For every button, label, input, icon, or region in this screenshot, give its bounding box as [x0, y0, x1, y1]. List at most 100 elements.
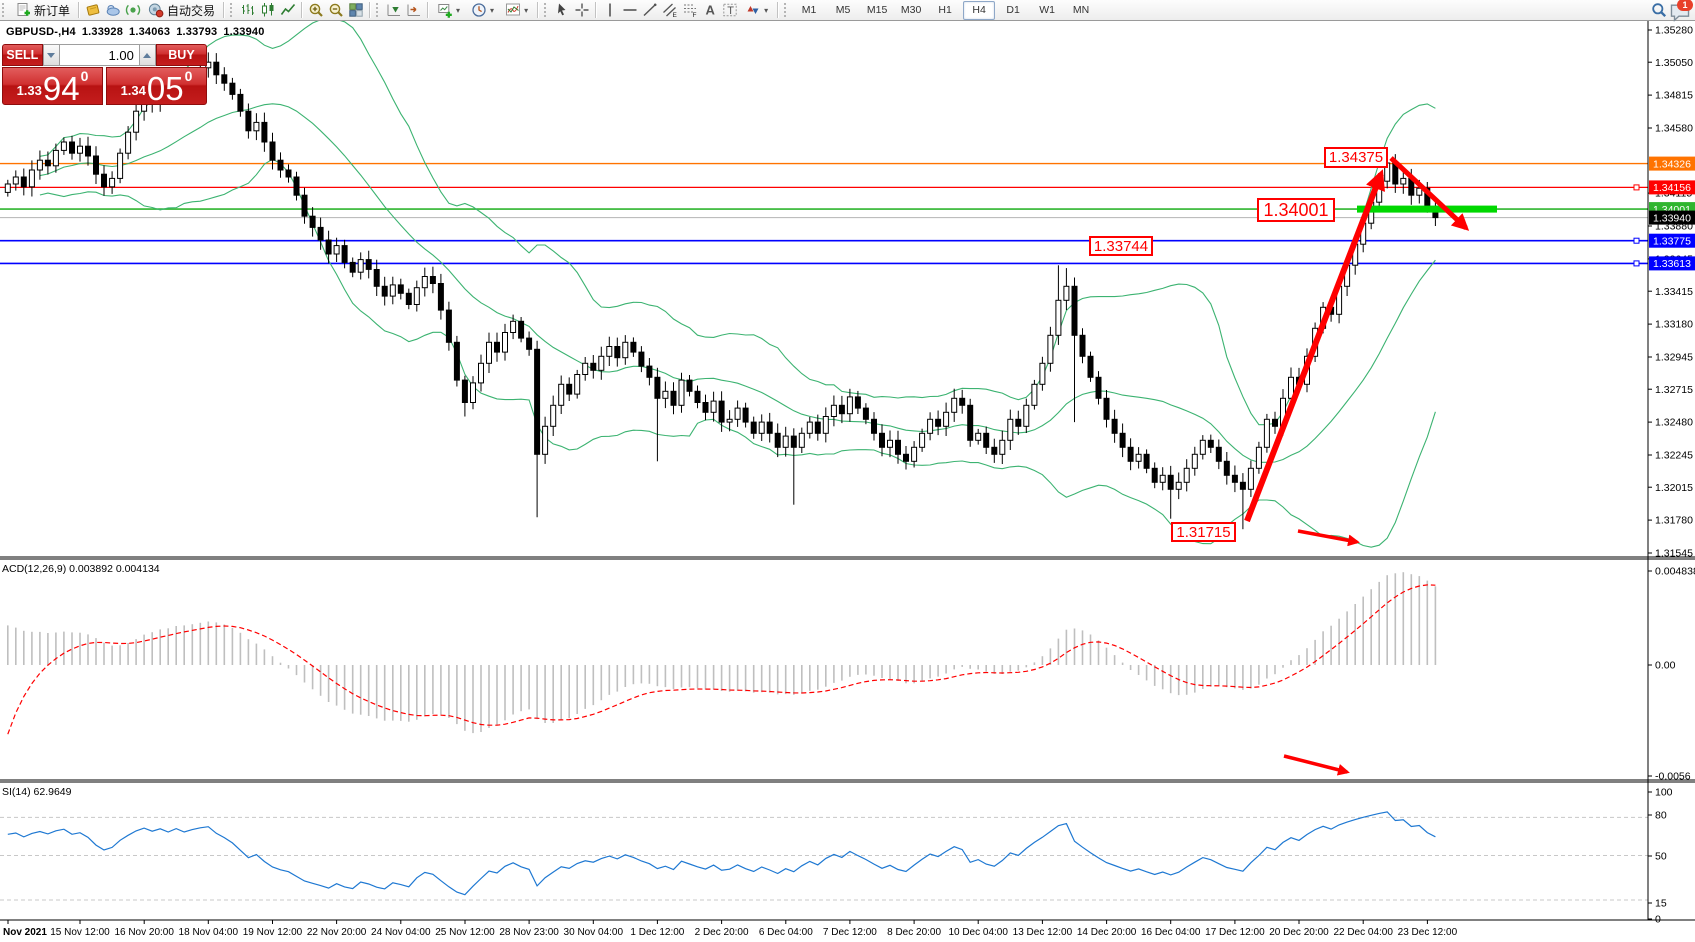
- svg-text:17 Dec 12:00: 17 Dec 12:00: [1205, 927, 1265, 938]
- news-broadcast-icon[interactable]: [124, 1, 142, 19]
- high-value: 1.34063: [129, 26, 171, 38]
- rsi-arrow: [1283, 754, 1350, 776]
- reversal-arrow: [1389, 156, 1470, 231]
- autotrade-button[interactable]: 自动交易: [144, 1, 219, 19]
- buy-price-display[interactable]: 1.34 05 0: [106, 67, 207, 105]
- bollinger-upper-band: [39, 20, 1436, 426]
- svg-text:1.33180: 1.33180: [1655, 319, 1693, 331]
- search-icon[interactable]: [1650, 1, 1668, 19]
- auto-scroll-icon[interactable]: [385, 1, 403, 19]
- signals-icon[interactable]: [104, 1, 122, 19]
- text-icon[interactable]: A: [701, 1, 719, 19]
- svg-text:T: T: [727, 5, 734, 17]
- rsi-indicator-label: SI(14) 62.9649: [2, 786, 72, 798]
- zoom-out-icon[interactable]: [327, 1, 345, 19]
- fibonacci-icon[interactable]: F: [681, 1, 699, 19]
- toolbar-separator: [537, 2, 540, 18]
- line-chart-icon[interactable]: [279, 1, 297, 19]
- svg-text:23 Dec 12:00: 23 Dec 12:00: [1398, 927, 1458, 938]
- bar-chart-icon[interactable]: [239, 1, 257, 19]
- macd-pane: [7, 572, 1437, 735]
- timeframe-button-w1[interactable]: W1: [1039, 4, 1055, 16]
- tile-windows-icon[interactable]: [347, 1, 365, 19]
- annotation-arrows: [1244, 156, 1470, 776]
- chat-icon[interactable]: 1: [1669, 0, 1693, 22]
- low-value: 1.33793: [176, 26, 218, 38]
- svg-text:14 Dec 20:00: 14 Dec 20:00: [1077, 927, 1137, 938]
- market-icon[interactable]: [84, 1, 102, 19]
- toolbar: 新订单 自动交易 ▾ ▾ ▾ E F A T ▾ M1 M5 M15 M30 H1 H4 D1 W1 MN 1: [0, 0, 1695, 22]
- price-axis-tags: 1.343261.341561.340011.339401.337751.336…: [1649, 156, 1695, 271]
- timeframe-button-m1[interactable]: M1: [801, 4, 817, 16]
- svg-text:F: F: [693, 12, 697, 18]
- timeframe-button-m15[interactable]: M15: [866, 4, 888, 16]
- sell-price-display[interactable]: 1.33 94 0: [2, 67, 103, 105]
- timeframe-button-h1[interactable]: H1: [938, 4, 952, 16]
- svg-text:24 Nov 04:00: 24 Nov 04:00: [371, 927, 431, 938]
- toolbar-left-group: 新订单 自动交易 ▾ ▾ ▾ E F A T ▾: [0, 1, 792, 19]
- svg-text:0: 0: [1655, 914, 1661, 926]
- trendline-icon[interactable]: [641, 1, 659, 19]
- vertical-line-icon[interactable]: [601, 1, 619, 19]
- timeframe-button-m30[interactable]: M30: [900, 4, 922, 16]
- indicator-axis-labels: 0.004838 0.00 -0.0056 100 80 50 15 0: [1648, 566, 1695, 926]
- svg-text:15: 15: [1655, 898, 1667, 910]
- volume-input[interactable]: [59, 44, 139, 66]
- chart-shift-icon[interactable]: [405, 1, 423, 19]
- price-callout-1.34001[interactable]: 1.34001: [1257, 198, 1335, 222]
- svg-text:20 Dec 20:00: 20 Dec 20:00: [1269, 927, 1329, 938]
- arrows-shapes-dropdown[interactable]: ▾: [741, 1, 773, 19]
- cursor-icon[interactable]: [553, 1, 571, 19]
- candlestick-chart-icon[interactable]: [259, 1, 277, 19]
- volume-decrease-button[interactable]: [42, 44, 60, 66]
- new-order-button[interactable]: 新订单: [11, 1, 74, 19]
- toolbar-grip: [376, 3, 382, 17]
- sell-button[interactable]: SELL: [2, 44, 43, 66]
- timeframe-button-d1[interactable]: D1: [1006, 4, 1020, 16]
- timeframe-toolbar: M1 M5 M15 M30 H1 H4 D1 W1 MN: [792, 0, 1098, 20]
- svg-text:1.32245: 1.32245: [1655, 450, 1693, 462]
- buy-price-pip: 0: [184, 68, 193, 84]
- crosshair-icon[interactable]: [573, 1, 591, 19]
- timeframe-button-h4[interactable]: H4: [963, 0, 996, 20]
- svg-text:80: 80: [1655, 810, 1667, 822]
- line-handle: [1633, 237, 1640, 244]
- svg-text:1.33613: 1.33613: [1653, 258, 1691, 270]
- new-chart-dropdown[interactable]: ▾: [433, 1, 465, 19]
- svg-text:0.00: 0.00: [1655, 660, 1676, 672]
- svg-text:6 Dec 04:00: 6 Dec 04:00: [759, 927, 813, 938]
- buy-button[interactable]: BUY: [155, 44, 208, 66]
- period-dropdown[interactable]: ▾: [467, 1, 499, 19]
- svg-text:13 Dec 12:00: 13 Dec 12:00: [1013, 927, 1073, 938]
- triangle-down-icon: [47, 52, 56, 58]
- timeframe-button-mn[interactable]: MN: [1072, 4, 1090, 16]
- equidistant-channel-icon[interactable]: E: [661, 1, 679, 19]
- svg-text:16 Nov 20:00: 16 Nov 20:00: [114, 927, 174, 938]
- price-callout-1.31715[interactable]: 1.31715: [1171, 522, 1236, 542]
- triangle-up-icon: [143, 52, 152, 58]
- text-label-icon[interactable]: T: [721, 1, 739, 19]
- svg-text:E: E: [673, 12, 678, 18]
- main-price-pane: [0, 20, 1648, 548]
- timeframe-button-m5[interactable]: M5: [835, 4, 851, 16]
- zoom-in-icon[interactable]: [307, 1, 325, 19]
- price-axis-labels: 1.352801.350501.348151.345801.341151.338…: [1648, 25, 1693, 560]
- svg-text:1.35280: 1.35280: [1655, 25, 1693, 37]
- price-callout-1.34375[interactable]: 1.34375: [1324, 147, 1388, 168]
- macd-arrow: [1297, 529, 1360, 547]
- svg-text:19 Nov 12:00: 19 Nov 12:00: [243, 927, 303, 938]
- rally-arrow: [1244, 169, 1386, 523]
- price-callout-1.33744[interactable]: 1.33744: [1089, 236, 1153, 256]
- volume-increase-button[interactable]: [138, 44, 156, 66]
- candlesticks: [4, 52, 1439, 530]
- toolbar-separator: [777, 2, 780, 18]
- horizontal-line-icon[interactable]: [621, 1, 639, 19]
- toolbar-grip: [2, 3, 8, 17]
- svg-text:1.34326: 1.34326: [1653, 158, 1691, 170]
- chart-ohlc-header: GBPUSD-,H4 1.33928 1.34063 1.33793 1.33940: [6, 26, 271, 38]
- toolbar-separator: [301, 2, 304, 18]
- indicators-dropdown[interactable]: ▾: [501, 1, 533, 19]
